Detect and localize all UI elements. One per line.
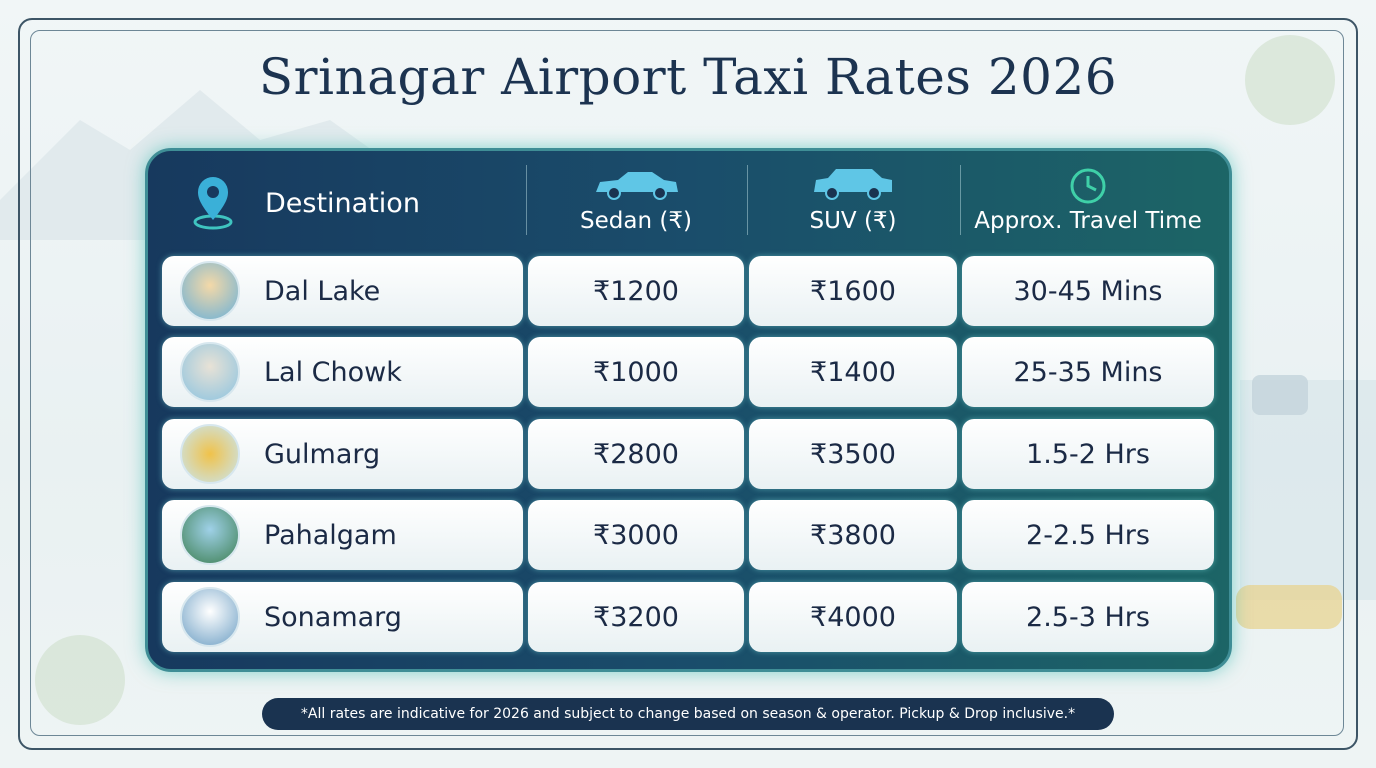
destination-icon	[180, 587, 240, 647]
outer-frame	[18, 18, 1358, 750]
suv-icon	[814, 169, 892, 200]
rate-cell: ₹1200	[528, 256, 744, 326]
rate-cell: ₹3000	[528, 500, 744, 570]
rate-cell: ₹4000	[749, 582, 957, 652]
pin-icon	[193, 177, 233, 230]
rate-cell: 1.5-2 Hrs	[962, 419, 1214, 489]
header-cell: Sedan (₹)	[580, 208, 692, 234]
destination-icon	[180, 424, 240, 484]
rate-cell: ₹1000	[528, 337, 744, 407]
rate-cell: 2-2.5 Hrs	[962, 500, 1214, 570]
destination-icon	[180, 342, 240, 402]
title: Srinagar Airport Taxi Rates 2026	[258, 48, 1118, 106]
header-separator	[960, 165, 961, 235]
header-cell: SUV (₹)	[809, 208, 897, 234]
header-separator	[747, 165, 748, 235]
rate-cell: ₹3800	[749, 500, 957, 570]
inner-frame	[30, 30, 1344, 736]
rate-cell: ₹3200	[528, 582, 744, 652]
rate-cell: ₹1600	[749, 256, 957, 326]
rate-cell: ₹1400	[749, 337, 957, 407]
sedan-icon	[596, 172, 678, 200]
footnote: *All rates are indicative for 2026 and s…	[262, 698, 1114, 730]
rate-cell: 25-35 Mins	[962, 337, 1214, 407]
destination-icon	[180, 261, 240, 321]
clock-icon	[1070, 168, 1106, 204]
header-separator	[526, 165, 527, 235]
destination-icon	[180, 505, 240, 565]
rate-cell: 30-45 Mins	[962, 256, 1214, 326]
rate-cell: ₹2800	[528, 419, 744, 489]
rate-cell: 2.5-3 Hrs	[962, 582, 1214, 652]
header-cell: Destination	[265, 188, 420, 219]
header-cell: Approx. Travel Time	[974, 208, 1202, 234]
rate-cell: ₹3500	[749, 419, 957, 489]
